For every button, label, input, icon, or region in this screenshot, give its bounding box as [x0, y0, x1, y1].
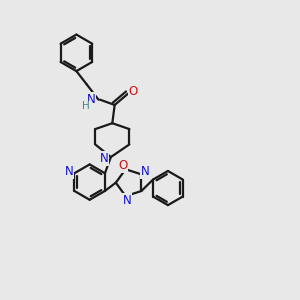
Text: N: N	[141, 165, 149, 178]
Text: N: N	[65, 165, 74, 178]
Text: O: O	[128, 85, 137, 98]
Text: N: N	[100, 152, 109, 165]
Text: H: H	[82, 101, 90, 111]
Text: N: N	[123, 194, 131, 207]
Text: O: O	[118, 159, 128, 172]
Text: N: N	[87, 93, 95, 106]
